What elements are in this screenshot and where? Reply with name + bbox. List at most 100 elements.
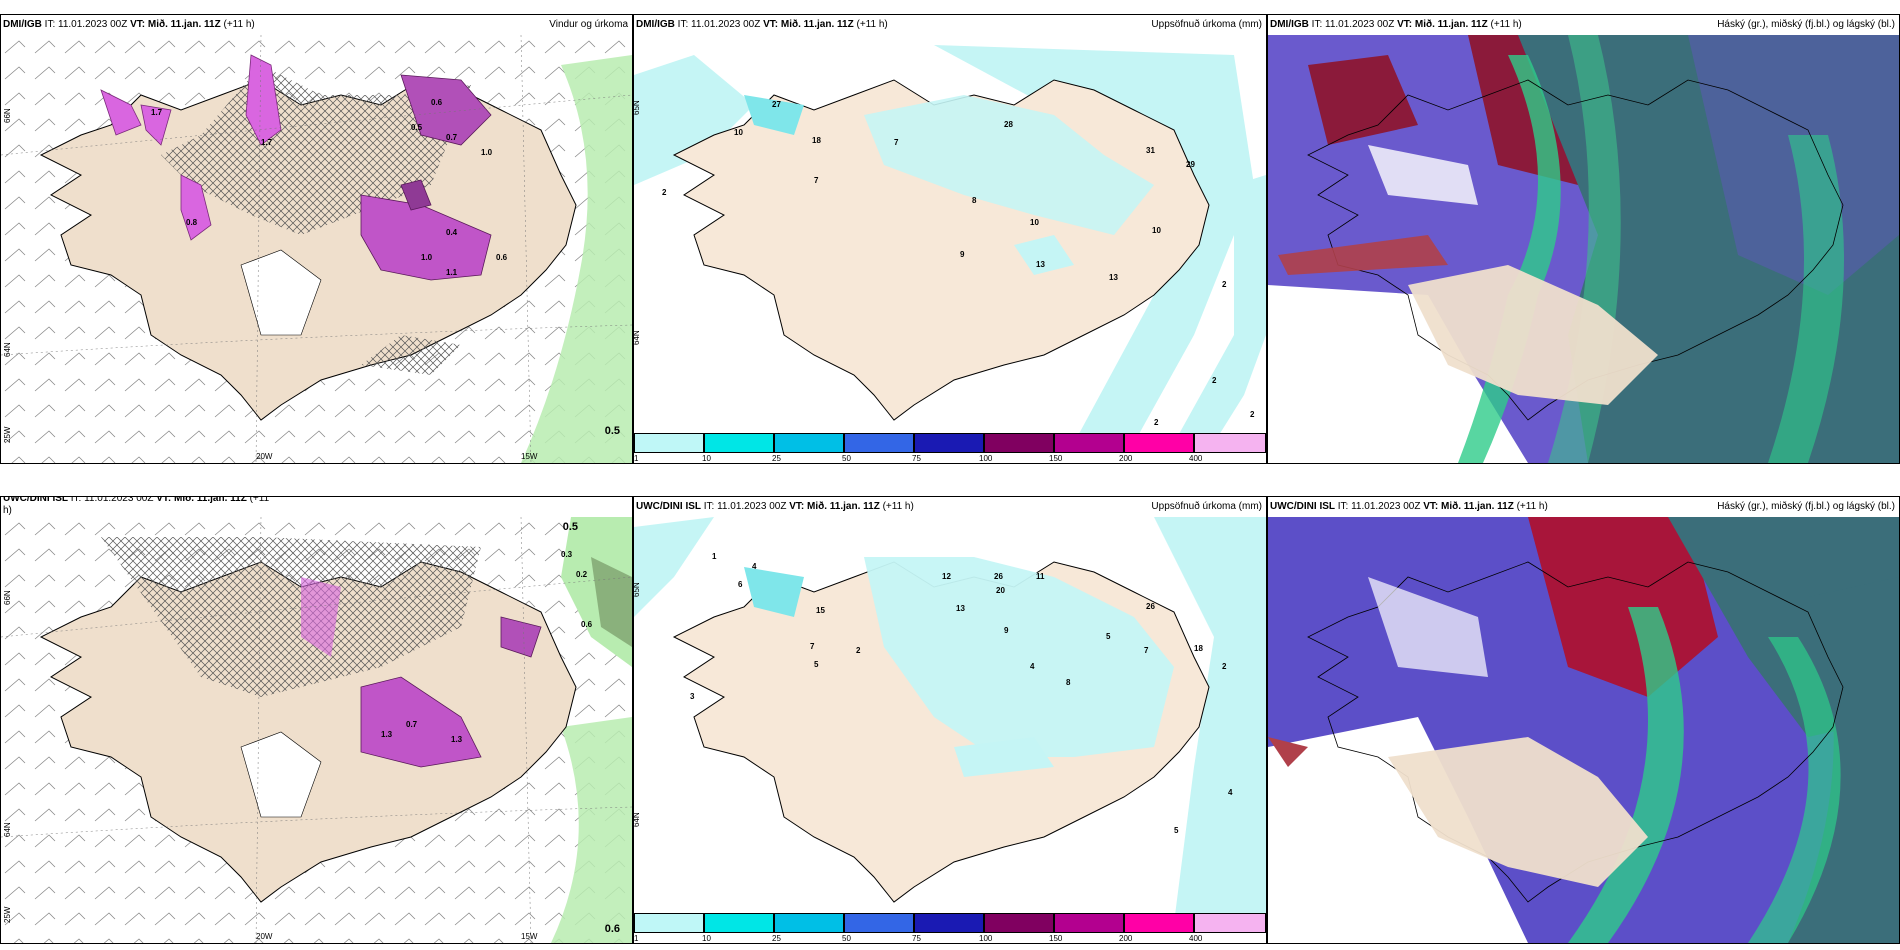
panel-header: DMI/IGB IT: 11.01.2023 00Z VT: Mið. 11.j… xyxy=(3,19,255,30)
svg-text:1.7: 1.7 xyxy=(261,138,273,147)
iceland-land xyxy=(1307,79,1844,421)
colorbar-label: 75 xyxy=(912,454,921,463)
colorbar-swatch xyxy=(774,913,844,933)
colorbar-label: 10 xyxy=(702,934,711,943)
panel-header: UWC/DINI ISL IT: 11.01.2023 00Z VT: Mið.… xyxy=(636,501,914,512)
svg-text:1: 1 xyxy=(712,552,717,561)
svg-text:7: 7 xyxy=(814,176,819,185)
lon-label: 15W xyxy=(521,932,538,941)
svg-text:26: 26 xyxy=(1146,602,1155,611)
lon-label: 20W xyxy=(256,452,273,461)
colorbar-swatch xyxy=(984,433,1054,453)
svg-text:1.3: 1.3 xyxy=(451,735,463,744)
svg-text:15: 15 xyxy=(816,606,825,615)
svg-text:4: 4 xyxy=(1228,788,1233,797)
panel-header-wrap: h) xyxy=(3,505,12,516)
svg-text:9: 9 xyxy=(960,250,965,259)
colorbar-swatch xyxy=(1054,913,1124,933)
max-value-label: 0.6 xyxy=(604,923,620,935)
svg-text:13: 13 xyxy=(1109,273,1118,282)
svg-text:0.8: 0.8 xyxy=(186,218,198,227)
colorbar-label: 150 xyxy=(1049,454,1063,463)
svg-text:6: 6 xyxy=(738,580,743,589)
svg-text:5: 5 xyxy=(1174,826,1179,835)
svg-text:31: 31 xyxy=(1146,146,1155,155)
colorbar-swatch xyxy=(984,913,1054,933)
lat-label: 25W xyxy=(3,906,12,923)
svg-text:7: 7 xyxy=(810,642,815,651)
svg-text:0.5: 0.5 xyxy=(411,123,423,132)
lat-label: 64N xyxy=(3,822,12,837)
svg-text:0.7: 0.7 xyxy=(446,133,458,142)
colorbar-swatch xyxy=(1194,913,1266,933)
top-value-label: 0.5 xyxy=(562,521,578,533)
svg-text:0.3: 0.3 xyxy=(561,550,573,559)
cloud-cover-map xyxy=(1268,35,1899,463)
max-value-label: 0.5 xyxy=(604,425,620,437)
svg-text:18: 18 xyxy=(812,136,821,145)
panel-header: UWC/DINI ISL IT: 11.01.2023 00Z VT: Mið.… xyxy=(1270,501,1548,512)
svg-text:7: 7 xyxy=(894,138,899,147)
colorbar-label: 100 xyxy=(979,454,993,463)
colorbar-swatch xyxy=(1124,913,1194,933)
svg-text:8: 8 xyxy=(972,196,977,205)
colorbar-swatch xyxy=(704,433,774,453)
svg-text:27: 27 xyxy=(772,100,781,109)
svg-text:0.4: 0.4 xyxy=(446,228,458,237)
wind-precip-map: 0.3 0.2 0.6 1.3 0.7 1.3 xyxy=(1,517,632,943)
svg-text:4: 4 xyxy=(752,562,757,571)
svg-text:2: 2 xyxy=(1222,280,1227,289)
lat-label: 64N xyxy=(633,330,641,345)
colorbar-swatch xyxy=(844,433,914,453)
svg-text:0.6: 0.6 xyxy=(431,98,443,107)
svg-text:10: 10 xyxy=(1152,226,1161,235)
svg-text:1.0: 1.0 xyxy=(481,148,493,157)
svg-text:8: 8 xyxy=(1066,678,1071,687)
panel-title: Háský (gr.), miðský (fj.bl.) og lágský (… xyxy=(1717,501,1895,512)
colorbar-label: 25 xyxy=(772,934,781,943)
svg-text:5: 5 xyxy=(1106,632,1111,641)
svg-text:0.2: 0.2 xyxy=(576,570,588,579)
colorbar-label: 1 xyxy=(634,454,639,463)
svg-text:2: 2 xyxy=(1250,410,1255,419)
wind-precip-panel-uwc: UWC/DINI ISL IT: 11.01.2023 00Z VT: Mið.… xyxy=(0,496,633,944)
svg-text:2: 2 xyxy=(856,646,861,655)
lon-label: 15W xyxy=(521,452,538,461)
colorbar-label: 75 xyxy=(912,934,921,943)
colorbar-label: 200 xyxy=(1119,934,1133,943)
svg-text:20: 20 xyxy=(996,586,1005,595)
accum-precip-map: 1 6 4 15 7 5 2 12 26 11 20 9 13 4 8 5 7 … xyxy=(634,517,1266,923)
lat-label: 65N xyxy=(633,100,641,115)
lat-label: 65N xyxy=(633,582,641,597)
panel-header: DMI/IGB IT: 11.01.2023 00Z VT: Mið. 11.j… xyxy=(636,19,888,30)
colorbar-label: 50 xyxy=(842,454,851,463)
colorbar-swatch xyxy=(914,433,984,453)
iceland-land xyxy=(1307,561,1844,903)
svg-text:3: 3 xyxy=(690,692,695,701)
panel-header: DMI/IGB IT: 11.01.2023 00Z VT: Mið. 11.j… xyxy=(1270,19,1522,30)
colorbar-label: 150 xyxy=(1049,934,1063,943)
colorbar-label: 100 xyxy=(979,934,993,943)
wind-precip-panel-dmi: DMI/IGB IT: 11.01.2023 00Z VT: Mið. 11.j… xyxy=(0,14,633,464)
svg-text:7: 7 xyxy=(1144,646,1149,655)
colorbar-swatch xyxy=(1194,433,1266,453)
svg-text:10: 10 xyxy=(1030,218,1039,227)
lat-label: 25W xyxy=(3,426,12,443)
svg-text:2: 2 xyxy=(662,188,667,197)
svg-text:26: 26 xyxy=(994,572,1003,581)
colorbar-swatch xyxy=(634,433,704,453)
panel-header: UWC/DINI ISL IT: 11.01.2023 00Z VT: Mið.… xyxy=(3,496,270,504)
svg-text:1.0: 1.0 xyxy=(421,253,433,262)
svg-text:5: 5 xyxy=(814,660,819,669)
colorbar-label: 50 xyxy=(842,934,851,943)
accum-precip-map: 10 27 18 2 7 7 28 8 10 31 29 10 9 13 13 … xyxy=(634,45,1266,443)
panel-title: Uppsöfnuð úrkoma (mm) xyxy=(1151,19,1262,30)
svg-text:11: 11 xyxy=(1036,572,1045,581)
svg-text:2: 2 xyxy=(1154,418,1159,427)
panel-title: Uppsöfnuð úrkoma (mm) xyxy=(1151,501,1262,512)
svg-text:13: 13 xyxy=(956,604,965,613)
svg-text:13: 13 xyxy=(1036,260,1045,269)
svg-text:28: 28 xyxy=(1004,120,1013,129)
svg-text:29: 29 xyxy=(1186,160,1195,169)
svg-text:0.6: 0.6 xyxy=(496,253,508,262)
